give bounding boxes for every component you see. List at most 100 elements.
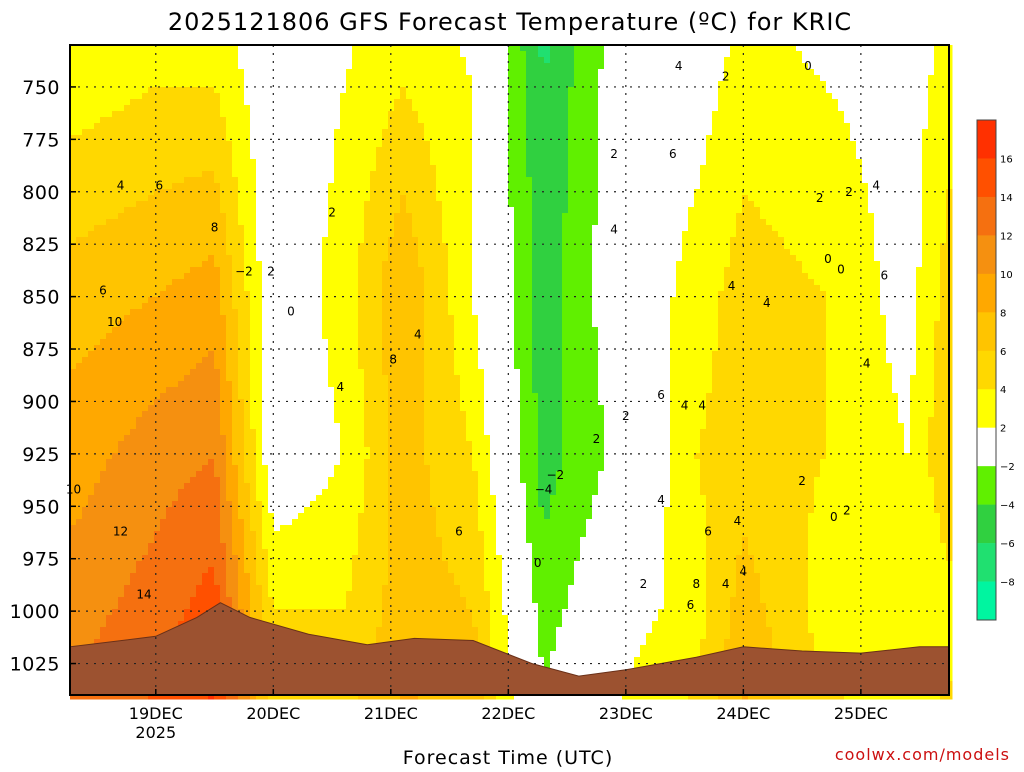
field-cell — [190, 105, 197, 112]
field-cell — [70, 537, 77, 544]
field-cell — [214, 693, 221, 700]
field-cell — [310, 99, 317, 106]
field-cell — [70, 81, 77, 88]
field-cell — [214, 63, 221, 70]
field-cell — [112, 171, 119, 178]
field-cell — [268, 351, 275, 358]
field-cell — [268, 195, 275, 202]
field-cell — [154, 537, 161, 544]
field-cell — [88, 291, 95, 298]
field-cell — [226, 129, 233, 136]
field-cell — [334, 219, 341, 226]
field-cell — [220, 237, 227, 244]
field-cell — [172, 147, 179, 154]
field-cell — [268, 453, 275, 460]
field-cell — [172, 243, 179, 250]
field-cell — [112, 381, 119, 388]
field-cell — [94, 573, 101, 580]
field-cell — [166, 483, 173, 490]
field-cell — [268, 123, 275, 130]
field-cell — [82, 279, 89, 286]
field-cell — [124, 609, 131, 616]
field-cell — [340, 153, 347, 160]
field-cell — [118, 609, 125, 616]
field-cell — [238, 93, 245, 100]
field-cell — [76, 549, 83, 556]
field-cell — [166, 267, 173, 274]
field-cell — [244, 159, 251, 166]
field-cell — [100, 483, 107, 490]
field-cell — [130, 69, 137, 76]
field-cell — [94, 99, 101, 106]
field-cell — [232, 63, 239, 70]
field-cell — [286, 339, 293, 346]
field-cell — [292, 375, 299, 382]
field-cell — [340, 63, 347, 70]
field-cell — [280, 333, 287, 340]
field-cell — [328, 603, 335, 610]
field-cell — [154, 609, 161, 616]
field-cell — [100, 423, 107, 430]
field-cell — [310, 195, 317, 202]
field-cell — [274, 141, 281, 148]
field-cell — [196, 87, 203, 94]
field-cell — [316, 129, 323, 136]
field-cell — [118, 495, 125, 502]
field-cell — [88, 321, 95, 328]
field-cell — [100, 117, 107, 124]
field-cell — [148, 399, 155, 406]
field-cell — [256, 549, 263, 556]
field-cell — [220, 51, 227, 58]
field-cell — [142, 537, 149, 544]
field-cell — [250, 321, 257, 328]
field-cell — [322, 177, 329, 184]
field-cell — [202, 333, 209, 340]
field-cell — [280, 513, 287, 520]
field-cell — [256, 333, 263, 340]
field-cell — [136, 171, 143, 178]
field-cell — [262, 405, 269, 412]
field-cell — [334, 129, 341, 136]
field-cell — [184, 507, 191, 514]
field-cell — [238, 135, 245, 142]
field-cell — [100, 369, 107, 376]
field-cell — [82, 81, 89, 88]
field-cell — [214, 267, 221, 274]
field-cell — [124, 429, 131, 436]
field-cell — [304, 627, 311, 634]
field-cell — [82, 435, 89, 442]
field-cell — [148, 111, 155, 118]
field-cell — [178, 549, 185, 556]
field-cell — [304, 573, 311, 580]
field-cell — [226, 477, 233, 484]
field-cell — [298, 459, 305, 466]
field-cell — [190, 69, 197, 76]
field-cell — [208, 441, 215, 448]
field-cell — [262, 105, 269, 112]
field-cell — [106, 375, 113, 382]
field-cell — [190, 531, 197, 538]
field-cell — [268, 579, 275, 586]
field-cell — [106, 45, 113, 52]
field-cell — [136, 267, 143, 274]
field-cell — [286, 57, 293, 64]
field-cell — [112, 117, 119, 124]
field-cell — [316, 525, 323, 532]
field-cell — [244, 297, 251, 304]
field-cell — [124, 441, 131, 448]
field-cell — [184, 357, 191, 364]
field-cell — [190, 603, 197, 610]
field-cell — [166, 423, 173, 430]
field-cell — [280, 207, 287, 214]
field-cell — [214, 87, 221, 94]
field-cell — [94, 453, 101, 460]
field-cell — [256, 93, 263, 100]
field-cell — [196, 459, 203, 466]
field-cell — [328, 609, 335, 616]
field-cell — [310, 135, 317, 142]
field-cell — [142, 285, 149, 292]
field-cell — [220, 399, 227, 406]
field-cell — [208, 93, 215, 100]
field-cell — [310, 189, 317, 196]
field-cell — [316, 87, 323, 94]
